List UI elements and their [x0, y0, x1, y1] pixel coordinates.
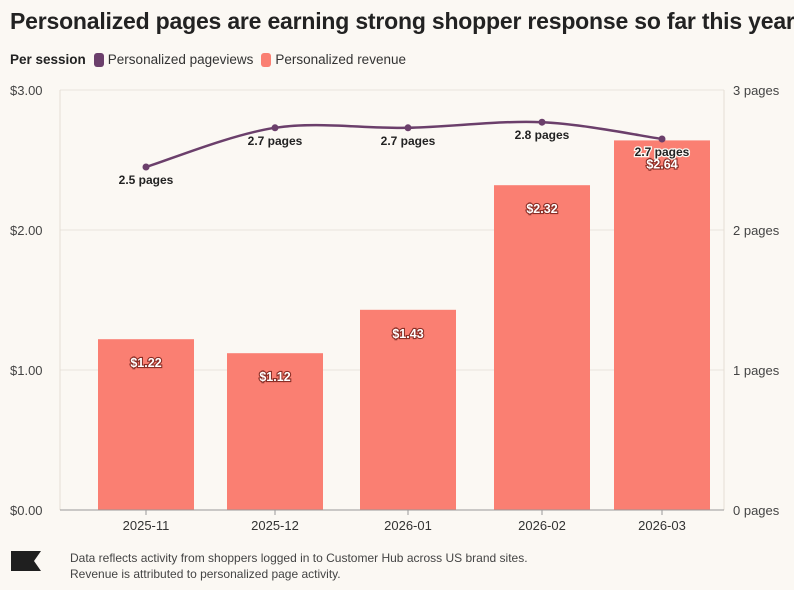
legend-item-revenue: Personalized revenue [261, 52, 406, 67]
legend-label-pageviews: Personalized pageviews [107, 52, 254, 67]
bar-value-label: $1.22 [130, 356, 161, 370]
bar-value-label: $1.43 [392, 327, 423, 341]
legend-item-pageviews: Personalized pageviews [93, 52, 254, 67]
line-value-label: 2.8 pages [515, 128, 570, 142]
footer: Data reflects activity from shoppers log… [10, 550, 528, 582]
y-right-tick-label: 2 pages [733, 223, 780, 238]
bar-revenue-2026-02 [494, 185, 590, 510]
line-value-label: 2.7 pages [635, 145, 690, 159]
bar-value-label: $1.12 [259, 370, 290, 384]
y-left-tick-label: $2.00 [10, 223, 43, 238]
line-point-pageviews-2026-02 [538, 118, 546, 126]
bar-value-label: $2.64 [646, 157, 677, 171]
chart-area: $0.00 $1.00 $2.00 $3.00 0 pages 1 pages 2 page… [10, 83, 780, 533]
y-right-tick-label: 0 pages [733, 503, 780, 518]
line-value-label: 2.7 pages [248, 134, 303, 148]
line-point-pageviews-2026-01 [404, 124, 412, 132]
line-point-pageviews-2026-03 [658, 135, 666, 143]
x-tick-label: 2026-01 [384, 518, 432, 533]
x-tick-label: 2026-03 [638, 518, 686, 533]
bar-revenue-2025-11 [98, 339, 194, 510]
legend: Per session Personalized pageviews Perso… [10, 52, 414, 67]
legend-swatch-revenue [261, 52, 272, 67]
footer-note-line-2: Revenue is attributed to personalized pa… [70, 567, 341, 581]
footer-note: Data reflects activity from shoppers log… [70, 550, 528, 582]
bar-revenue-2026-01 [360, 309, 456, 510]
y-left-tick-label: $3.00 [10, 83, 43, 98]
line-point-pageviews-2025-12 [271, 124, 279, 132]
x-tick-label: 2025-12 [251, 518, 299, 533]
bar-revenue-2026-03 [614, 140, 710, 510]
legend-swatch-pageviews [93, 52, 104, 67]
y-right-tick-label: 3 pages [733, 83, 780, 98]
bar-revenue-2025-12 [227, 353, 323, 510]
y-left-tick-label: $0.00 [10, 503, 43, 518]
legend-title: Per session [10, 52, 86, 67]
line-value-label: 2.5 pages [119, 173, 174, 187]
footer-note-line-1: Data reflects activity from shoppers log… [70, 551, 528, 565]
y-right-tick-label: 1 pages [733, 363, 780, 378]
bar-value-label: $2.32 [526, 202, 557, 216]
legend-label-revenue: Personalized revenue [275, 52, 406, 67]
line-point-pageviews-2025-11 [142, 163, 150, 171]
x-tick-label: 2026-02 [518, 518, 566, 533]
line-value-label: 2.7 pages [381, 134, 436, 148]
y-left-tick-label: $1.00 [10, 363, 43, 378]
chart-title: Personalized pages are earning strong sh… [10, 8, 794, 34]
x-tick-label: 2025-11 [123, 518, 170, 533]
brand-flag-icon [11, 551, 41, 571]
